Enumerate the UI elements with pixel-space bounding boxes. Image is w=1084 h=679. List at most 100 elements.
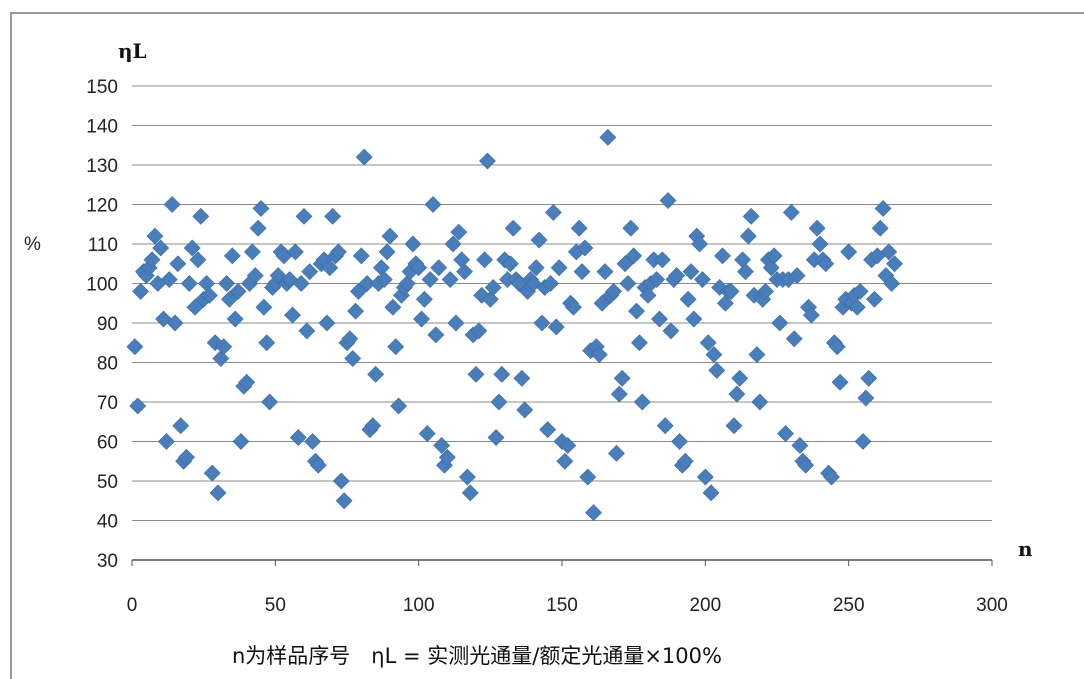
data-point xyxy=(777,425,795,443)
data-point xyxy=(493,365,511,383)
data-point xyxy=(860,369,878,387)
frame-left-edge xyxy=(10,12,12,679)
data-point xyxy=(304,433,322,450)
data-point xyxy=(421,271,439,288)
data-point xyxy=(705,346,723,364)
data-point xyxy=(372,259,390,277)
data-point xyxy=(364,417,382,435)
data-point xyxy=(739,227,757,245)
data-point xyxy=(223,247,241,265)
x-tick-label: 100 xyxy=(403,595,435,616)
data-point xyxy=(596,263,614,281)
data-point xyxy=(851,282,869,300)
data-point xyxy=(335,492,353,510)
data-point xyxy=(682,263,700,281)
data-point xyxy=(298,322,316,340)
data-point xyxy=(737,263,754,281)
data-point xyxy=(292,275,310,292)
data-point xyxy=(791,437,809,454)
x-tick-label: 200 xyxy=(689,595,721,616)
data-point xyxy=(751,393,769,411)
data-point xyxy=(593,294,611,312)
data-point xyxy=(450,223,468,241)
data-point xyxy=(424,196,442,213)
data-point xyxy=(381,227,399,245)
data-point xyxy=(539,421,557,439)
data-point xyxy=(788,267,806,285)
data-point xyxy=(570,219,588,237)
data-point xyxy=(215,338,233,356)
data-point xyxy=(628,302,645,320)
data-point xyxy=(180,275,198,292)
data-point xyxy=(444,235,462,253)
data-point xyxy=(742,207,760,225)
data-point xyxy=(797,456,815,474)
data-point xyxy=(476,251,494,269)
data-point xyxy=(484,279,502,296)
data-point xyxy=(886,255,903,273)
data-point xyxy=(633,393,651,411)
data-point xyxy=(232,433,250,450)
data-point xyxy=(132,282,150,300)
data-point xyxy=(714,247,731,265)
data-point xyxy=(367,365,385,383)
data-point xyxy=(221,290,238,308)
data-point xyxy=(375,271,393,288)
data-point xyxy=(467,365,485,383)
data-point xyxy=(527,259,545,277)
data-point xyxy=(358,275,376,292)
y-tick-label: 50 xyxy=(97,472,118,493)
y-axis-symbol: ηL xyxy=(118,39,147,63)
data-point xyxy=(433,437,451,454)
y-tick-label: 70 xyxy=(97,393,118,414)
data-point xyxy=(390,397,408,415)
y-tick-label: 110 xyxy=(88,235,118,256)
data-point xyxy=(160,271,178,288)
data-point xyxy=(200,286,218,304)
data-point xyxy=(318,314,336,332)
data-point xyxy=(722,282,740,300)
data-point xyxy=(355,148,373,166)
data-point xyxy=(461,484,479,502)
data-point xyxy=(542,275,559,292)
data-point xyxy=(854,433,872,450)
data-point xyxy=(573,263,591,281)
data-point xyxy=(757,282,774,300)
data-point xyxy=(622,219,640,237)
data-point xyxy=(608,444,625,462)
data-point xyxy=(284,306,301,324)
data-point xyxy=(418,425,436,443)
data-point xyxy=(470,322,488,340)
data-point xyxy=(157,433,175,450)
y-tick-label: 150 xyxy=(86,77,118,98)
x-tick-labels: 0 50 100 150 200 250 300 xyxy=(127,560,1008,616)
data-point xyxy=(599,128,617,146)
data-point xyxy=(453,251,471,269)
data-point xyxy=(659,192,677,209)
data-point xyxy=(413,310,430,328)
data-point xyxy=(676,452,694,470)
data-point xyxy=(848,298,866,316)
data-point xyxy=(404,235,422,253)
gridlines xyxy=(132,85,992,561)
data-point xyxy=(501,255,519,273)
y-tick-label: 80 xyxy=(97,354,118,375)
data-point xyxy=(456,263,473,281)
data-point xyxy=(639,286,657,304)
data-point xyxy=(301,263,319,281)
data-point xyxy=(668,267,686,285)
data-point xyxy=(246,267,264,285)
data-point xyxy=(192,207,210,225)
data-point xyxy=(762,259,780,277)
data-point xyxy=(828,338,846,356)
data-point xyxy=(218,275,236,292)
y-tick-label: 130 xyxy=(86,156,118,177)
data-point xyxy=(438,448,456,466)
data-point xyxy=(671,433,688,450)
data-point xyxy=(513,369,531,387)
data-point xyxy=(198,275,215,292)
data-point xyxy=(286,243,304,261)
data-point xyxy=(653,251,671,269)
data-point xyxy=(605,282,623,300)
